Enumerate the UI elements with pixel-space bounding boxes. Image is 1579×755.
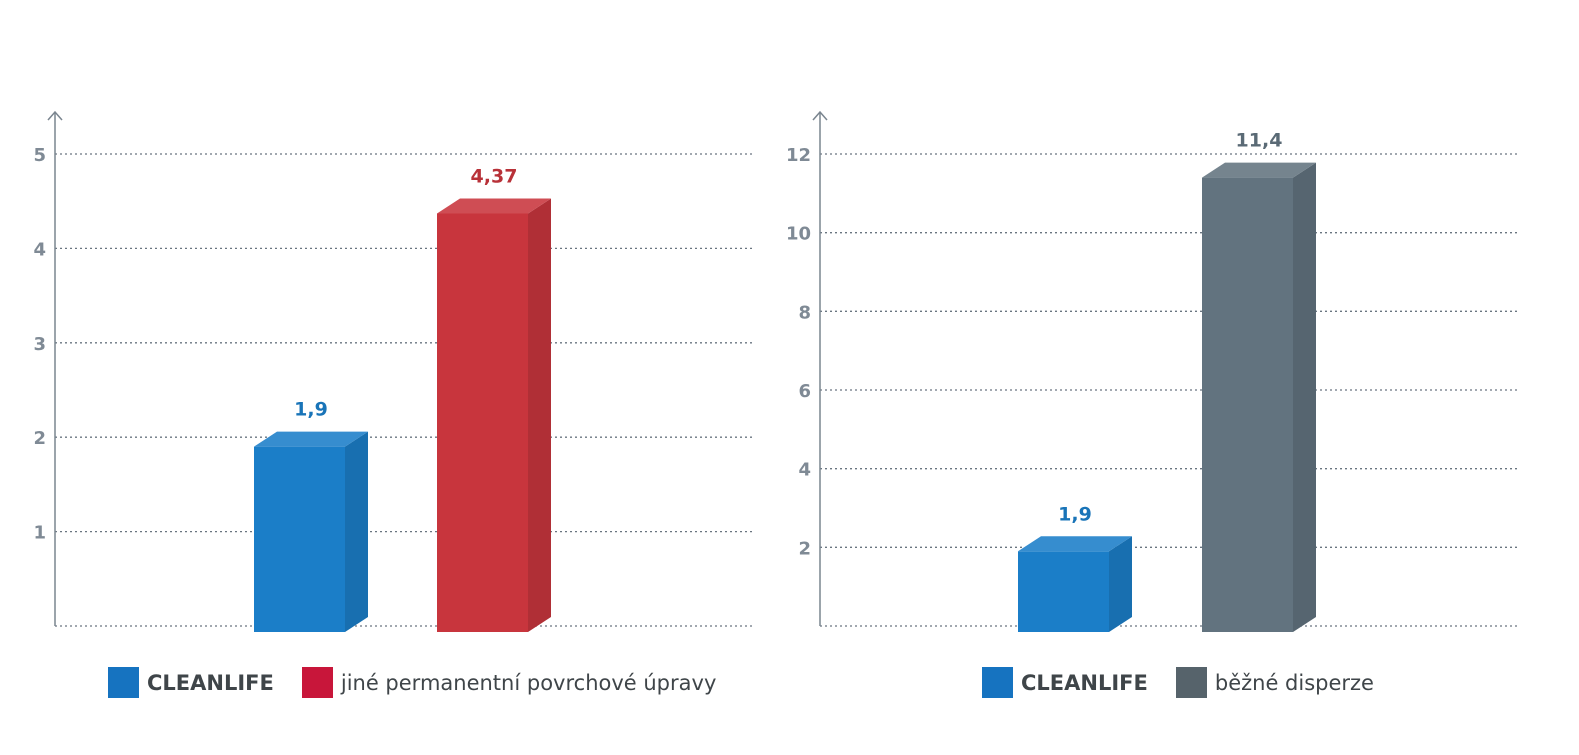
legend-item-other-treatments: jiné permanentní povrchové úpravy <box>301 667 717 698</box>
bar-front-1 <box>437 213 528 633</box>
y-tick-label-4: 4 <box>798 460 811 481</box>
chart-left: 1 2 3 4 5 1,9 4,37 <box>33 110 755 633</box>
bar-top-0 <box>254 431 368 447</box>
y-tick-label-2: 2 <box>33 428 46 449</box>
y-tick-label-1: 1 <box>33 523 46 544</box>
legend-swatch-dispersions <box>1175 667 1207 698</box>
y-tick-label-10: 10 <box>786 224 811 245</box>
value-label-1: 4,37 <box>471 165 518 187</box>
legend-item-cleanlife: CLEANLIFE <box>108 667 274 698</box>
bar-front-1 <box>1202 177 1293 632</box>
y-tick-label-8: 8 <box>798 302 811 323</box>
y-tick-label-5: 5 <box>33 145 46 166</box>
bar-side-1 <box>1293 162 1316 632</box>
legend-left: CLEANLIFE jiné permanentní povrchové úpr… <box>108 667 744 698</box>
y-tick-label-6: 6 <box>798 381 811 402</box>
bar-side-1 <box>528 198 551 633</box>
y-axis-arrow-icon <box>812 110 828 121</box>
bar-side-0 <box>345 431 368 632</box>
legend-label-other-treatments: jiné permanentní povrchové úpravy <box>340 670 717 695</box>
legend-right: CLEANLIFE běžné disperze <box>982 667 1402 698</box>
bar-1 <box>437 198 551 633</box>
bar-side-0 <box>1109 536 1132 632</box>
bar-front-0 <box>254 446 345 632</box>
y-axis-arrow-icon <box>47 110 63 121</box>
bar-0 <box>254 431 368 632</box>
y-tick-label-2: 2 <box>798 538 811 559</box>
value-label-0: 1,9 <box>1058 503 1092 525</box>
bar-top-0 <box>1018 536 1132 552</box>
y-tick-label-4: 4 <box>33 239 46 260</box>
bar-top-1 <box>1202 162 1316 178</box>
legend-label-cleanlife: CLEANLIFE <box>147 670 274 695</box>
legend-label-cleanlife-2: CLEANLIFE <box>1021 670 1148 695</box>
legend-label-dispersions: běžné disperze <box>1214 670 1374 695</box>
legend-swatch-cleanlife-2 <box>982 667 1013 698</box>
bar-1 <box>1202 162 1316 632</box>
chart-right: 2 4 6 8 10 12 1,9 11,4 <box>786 110 1520 632</box>
legend-item-cleanlife-2: CLEANLIFE <box>982 667 1148 698</box>
legend-item-dispersions: běžné disperze <box>1175 667 1374 698</box>
y-tick-label-12: 12 <box>786 145 811 166</box>
bar-top-1 <box>437 198 551 214</box>
value-label-0: 1,9 <box>294 399 328 421</box>
legend-swatch-cleanlife <box>108 667 139 698</box>
legend-swatch-other-treatments <box>301 667 333 698</box>
bar-front-0 <box>1018 551 1109 632</box>
bar-0 <box>1018 536 1132 632</box>
value-label-1: 11,4 <box>1236 130 1283 152</box>
y-tick-label-3: 3 <box>33 334 46 355</box>
